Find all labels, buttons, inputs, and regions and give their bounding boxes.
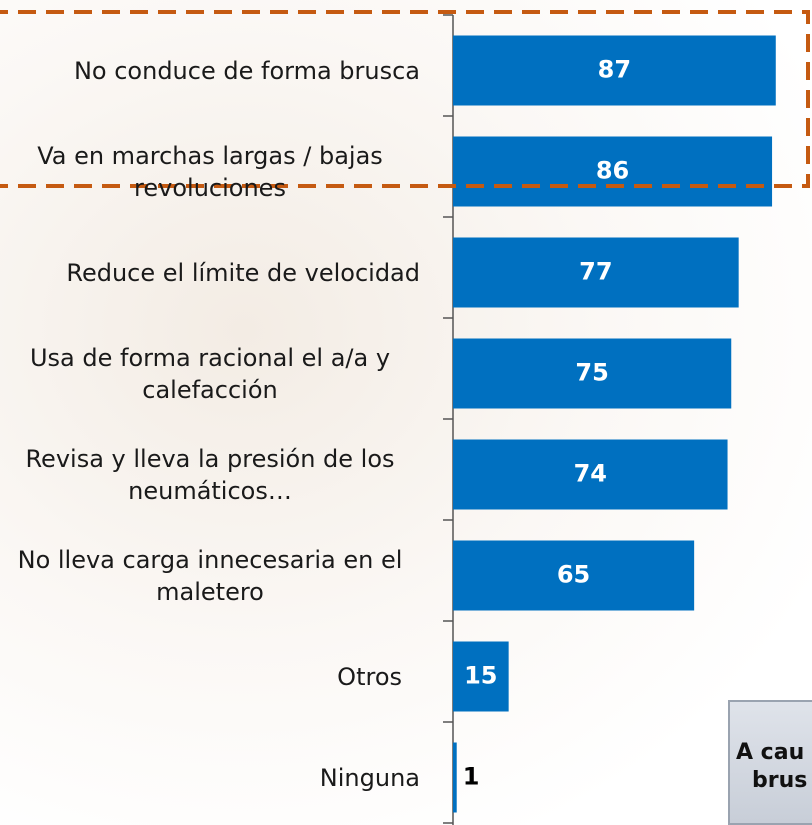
- value-label: 75: [575, 359, 608, 387]
- value-label: 86: [596, 157, 629, 185]
- highlight-box: [0, 10, 810, 188]
- value-label: 15: [464, 662, 497, 690]
- category-label-box: Ninguna: [320, 727, 420, 825]
- value-label: 74: [574, 460, 607, 488]
- category-label: No conduce de forma brusca: [73, 56, 420, 85]
- bar: [453, 237, 739, 308]
- annotation-box: A cau brus: [728, 700, 812, 825]
- bar: [453, 136, 773, 207]
- bar: [453, 540, 695, 611]
- category-label: Otros: [337, 662, 402, 691]
- value-label: 87: [598, 56, 631, 84]
- category-label: Reduce el límite de velocidad: [66, 258, 420, 287]
- category-label: Va en marchas largas / bajas revolucione…: [37, 141, 383, 202]
- bar: [453, 35, 776, 106]
- bar: [453, 641, 509, 712]
- category-label-box: No lleva carga innecesaria en el maleter…: [0, 525, 420, 626]
- category-label-box: Revisa y lleva la presión de los neumáti…: [0, 424, 420, 525]
- value-label: 1: [463, 763, 480, 791]
- value-label: 77: [579, 258, 612, 286]
- category-label-box: Otros: [337, 626, 402, 727]
- category-label: Ninguna: [319, 763, 420, 792]
- category-label-box: Va en marchas largas / bajas revolucione…: [0, 121, 420, 222]
- value-label: 65: [557, 561, 590, 589]
- bar: [453, 742, 457, 813]
- category-label: Revisa y lleva la presión de los neumáti…: [25, 444, 395, 505]
- category-label: No lleva carga innecesaria en el maleter…: [17, 545, 403, 606]
- bar: [453, 338, 732, 409]
- bar: [453, 439, 728, 510]
- category-label-box: Usa de forma racional el a/a y calefacci…: [0, 323, 420, 424]
- annotation-line: A cau: [736, 740, 805, 765]
- category-label-box: Reduce el límite de velocidad: [66, 222, 420, 323]
- annotation-line: brus: [752, 768, 808, 793]
- category-label-box: No conduce de forma brusca: [74, 20, 420, 121]
- category-label: Usa de forma racional el a/a y calefacci…: [29, 343, 391, 404]
